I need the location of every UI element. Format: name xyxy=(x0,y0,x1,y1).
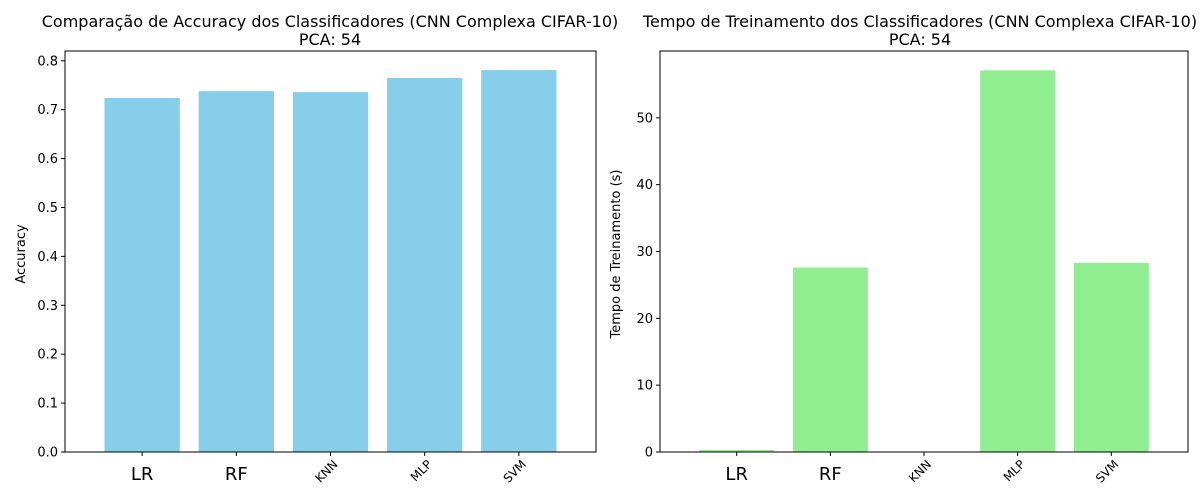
accuracy-chart-subtitle: PCA: 54 xyxy=(299,30,361,49)
accuracy-y-tick-label: 0.8 xyxy=(37,54,58,69)
training-time-chart-subtitle: PCA: 54 xyxy=(889,30,951,49)
training-time-y-ticks: 0 10 20 30 40 50 xyxy=(636,111,660,461)
accuracy-bar-rf xyxy=(198,91,274,452)
training-time-y-tick-label: 0 xyxy=(645,446,653,461)
training-time-x-tick-label: LR xyxy=(725,464,748,485)
accuracy-y-tick-label: 0.1 xyxy=(37,397,58,412)
accuracy-bars xyxy=(104,70,557,453)
accuracy-x-tick-label: LR xyxy=(131,464,154,485)
training-time-y-tick-label: 10 xyxy=(636,379,653,394)
accuracy-plot-frame xyxy=(64,50,597,453)
training-time-bar-lr xyxy=(699,449,775,452)
training-time-bar-svm xyxy=(1073,262,1149,452)
accuracy-bar-mlp xyxy=(387,77,463,453)
accuracy-y-tick-label: 0.7 xyxy=(37,103,58,118)
training-time-y-tick-label: 40 xyxy=(636,178,653,193)
accuracy-y-tick-label: 0.2 xyxy=(37,348,58,363)
training-time-y-tick-label: 50 xyxy=(636,111,653,126)
accuracy-y-tick-label: 0.0 xyxy=(37,446,58,461)
training-time-x-tick-label: RF xyxy=(819,464,842,485)
accuracy-bar-svm xyxy=(481,70,557,452)
training-time-bar-mlp xyxy=(980,70,1056,453)
training-time-y-axis-label: Tempo de Treinamento (s) xyxy=(609,169,624,339)
training-time-bar-rf xyxy=(792,267,868,452)
training-time-chart: Tempo de Treinamento dos Classificadores… xyxy=(609,12,1197,486)
accuracy-bar-lr xyxy=(104,97,180,452)
accuracy-y-axis-label: Accuracy xyxy=(14,224,29,284)
accuracy-chart-title: Comparação de Accuracy dos Classificador… xyxy=(42,12,619,31)
accuracy-y-tick-label: 0.5 xyxy=(37,201,58,216)
accuracy-y-tick-label: 0.4 xyxy=(37,250,58,265)
accuracy-y-tick-label: 0.6 xyxy=(37,152,58,167)
training-time-chart-title: Tempo de Treinamento dos Classificadores… xyxy=(642,12,1197,31)
training-time-y-tick-label: 20 xyxy=(636,312,653,327)
accuracy-bar-knn xyxy=(292,92,369,452)
training-time-bars xyxy=(699,70,1149,453)
training-time-y-tick-label: 30 xyxy=(636,245,653,260)
accuracy-y-tick-label: 0.3 xyxy=(37,299,58,314)
accuracy-y-ticks: 0.0 0.1 0.2 0.3 0.4 0.5 0.6 0.7 0.8 xyxy=(37,54,65,461)
accuracy-x-tick-label: RF xyxy=(225,464,248,485)
training-time-plot-frame xyxy=(659,50,1189,453)
accuracy-chart: Comparação de Accuracy dos Classificador… xyxy=(14,12,618,486)
